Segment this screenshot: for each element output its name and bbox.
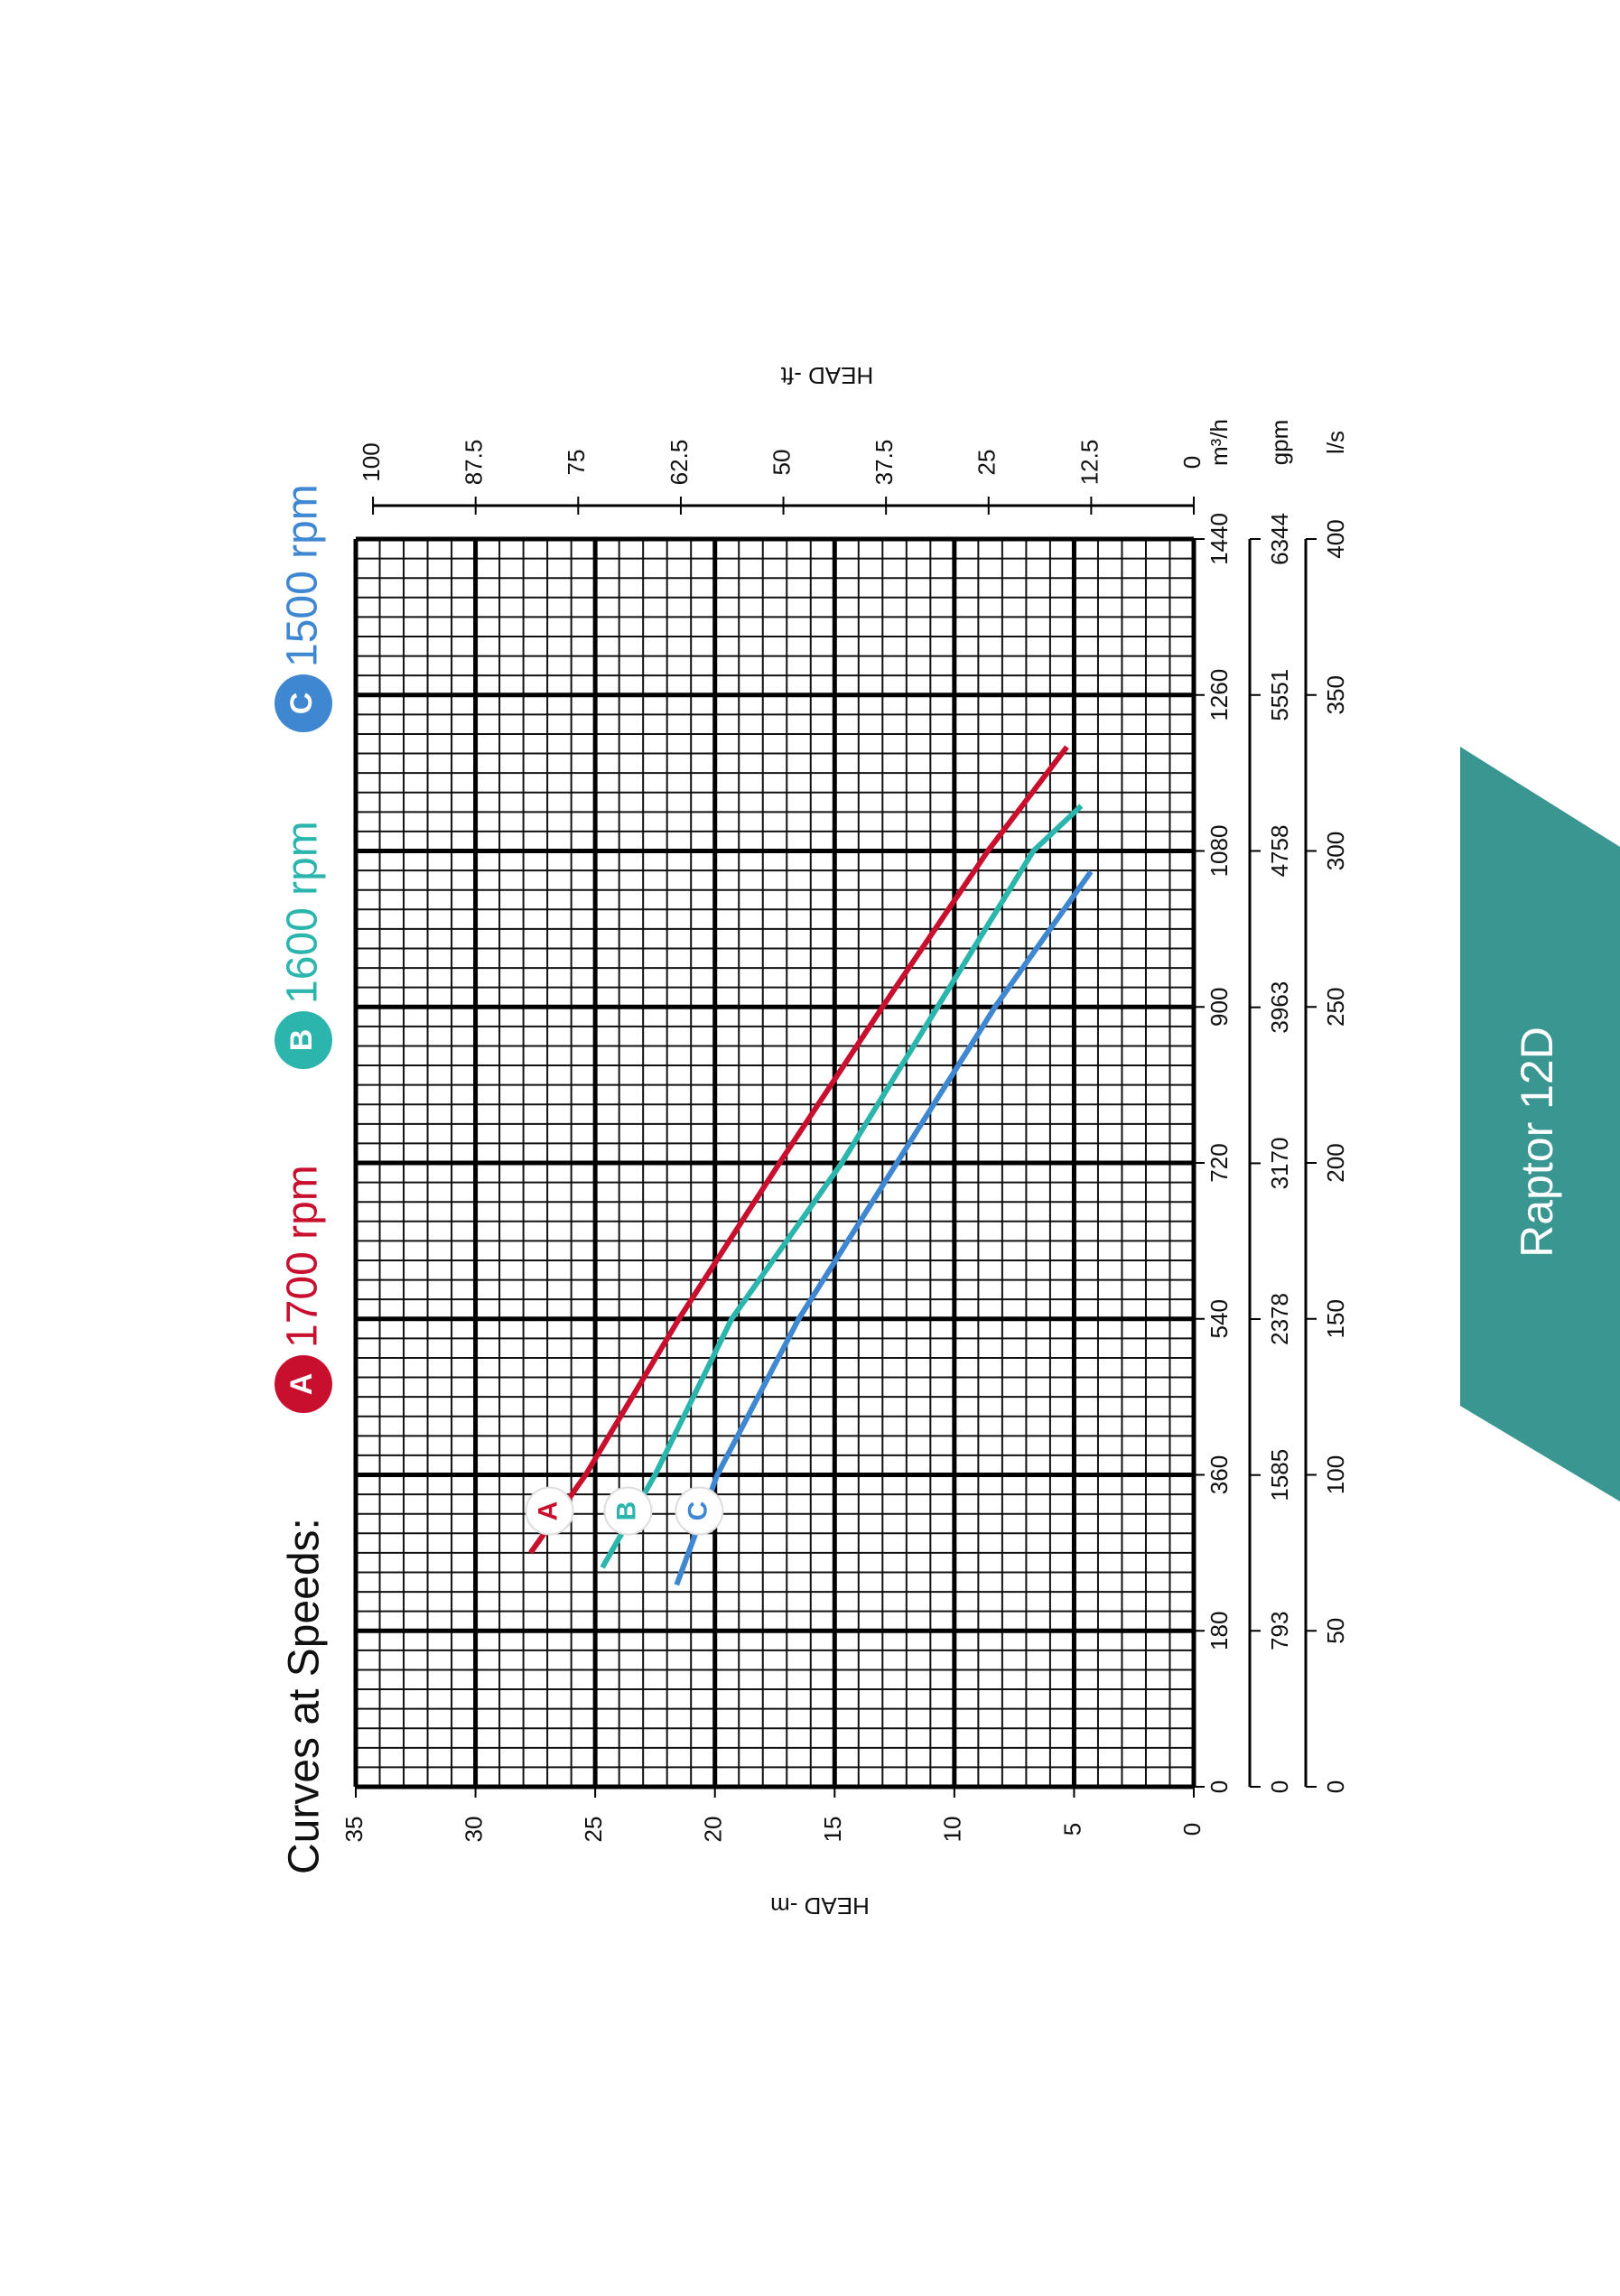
x-unit-label: m³/h (1206, 419, 1233, 466)
x-tick-label: 5551 (1266, 669, 1293, 721)
legend-badge (275, 1355, 332, 1413)
y2-tick-label: 100 (358, 442, 385, 481)
chart-title: Curves at Speeds: (281, 1518, 329, 1874)
x-tick-label: 720 (1206, 1143, 1233, 1182)
y-tick-label: 20 (700, 1817, 727, 1843)
curve-marker-badge (603, 1486, 653, 1536)
x-tick-label: 6344 (1266, 513, 1293, 565)
y-tick-label: 35 (340, 1817, 368, 1843)
y-axis-label: HEAD -m (770, 1892, 870, 1920)
y2-tick-label: 75 (563, 450, 590, 476)
x-tick-label: 4758 (1266, 825, 1293, 878)
tab-label: Raptor 12D (1512, 1027, 1562, 1258)
x-tick-label: 400 (1322, 519, 1349, 558)
y2-tick-label: 37.5 (871, 440, 898, 486)
y2-tick-label: 62.5 (666, 440, 693, 486)
y-tick-label: 10 (939, 1817, 966, 1843)
curve (600, 804, 1084, 1569)
side-tab (1460, 747, 1620, 1501)
x-tick-label: 200 (1322, 1143, 1349, 1182)
x-tick-label: 180 (1206, 1612, 1233, 1650)
y2-axis-label: HEAD -ft (780, 362, 873, 389)
x-tick-label: 100 (1322, 1455, 1349, 1494)
x-unit-label: gpm (1266, 420, 1293, 466)
legend-badge (275, 674, 332, 732)
x-tick-label: 1585 (1266, 1449, 1293, 1501)
legend-badge-label: B (284, 1029, 319, 1052)
x-tick-label: 300 (1322, 832, 1349, 870)
y-tick-label: 0 (1178, 1823, 1206, 1836)
legend-badge-label: C (284, 693, 319, 715)
x-tick-label: 150 (1322, 1299, 1349, 1338)
curve-marker-badge (525, 1486, 574, 1536)
y-tick-label: 15 (819, 1817, 846, 1843)
y2-tick-label: 12.5 (1075, 440, 1103, 486)
curve-marker-label: A (533, 1501, 563, 1521)
curve-marker-label: B (611, 1501, 641, 1521)
legend-badge-label: A (284, 1373, 319, 1396)
x-tick-label: 360 (1206, 1455, 1233, 1494)
y2-tick-label: 25 (973, 450, 1001, 476)
x-tick-label: 0 (1266, 1780, 1293, 1793)
x-tick-label: 250 (1322, 988, 1349, 1027)
x-unit-label: l/s (1322, 431, 1349, 454)
x-tick-label: 1080 (1206, 825, 1233, 878)
x-tick-label: 900 (1206, 988, 1233, 1027)
y-tick-label: 25 (580, 1817, 607, 1843)
x-tick-label: 1260 (1206, 669, 1233, 721)
x-tick-label: 3170 (1266, 1138, 1293, 1190)
curve (528, 745, 1069, 1555)
y2-tick-label: 0 (1178, 456, 1206, 469)
x-tick-label: 3963 (1266, 981, 1293, 1034)
y-tick-label: 30 (460, 1817, 487, 1843)
legend-label: 1500 rpm (279, 484, 327, 667)
legend-label: 1600 rpm (279, 821, 327, 1004)
x-tick-label: 1440 (1206, 513, 1233, 565)
x-tick-label: 350 (1322, 675, 1349, 714)
y2-tick-label: 87.5 (461, 440, 488, 486)
x-tick-label: 2378 (1266, 1293, 1293, 1345)
x-tick-label: 793 (1266, 1612, 1293, 1650)
x-tick-label: 0 (1206, 1780, 1233, 1793)
x-tick-label: 0 (1322, 1780, 1349, 1793)
x-tick-label: 50 (1322, 1618, 1349, 1644)
curve-marker-badge (675, 1486, 724, 1536)
legend-label: 1700 rpm (279, 1165, 327, 1348)
legend-badge (275, 1011, 332, 1069)
x-tick-label: 540 (1206, 1299, 1233, 1338)
curve-marker-label: C (683, 1501, 712, 1521)
y2-tick-label: 50 (768, 450, 795, 476)
y-tick-label: 5 (1058, 1823, 1085, 1836)
